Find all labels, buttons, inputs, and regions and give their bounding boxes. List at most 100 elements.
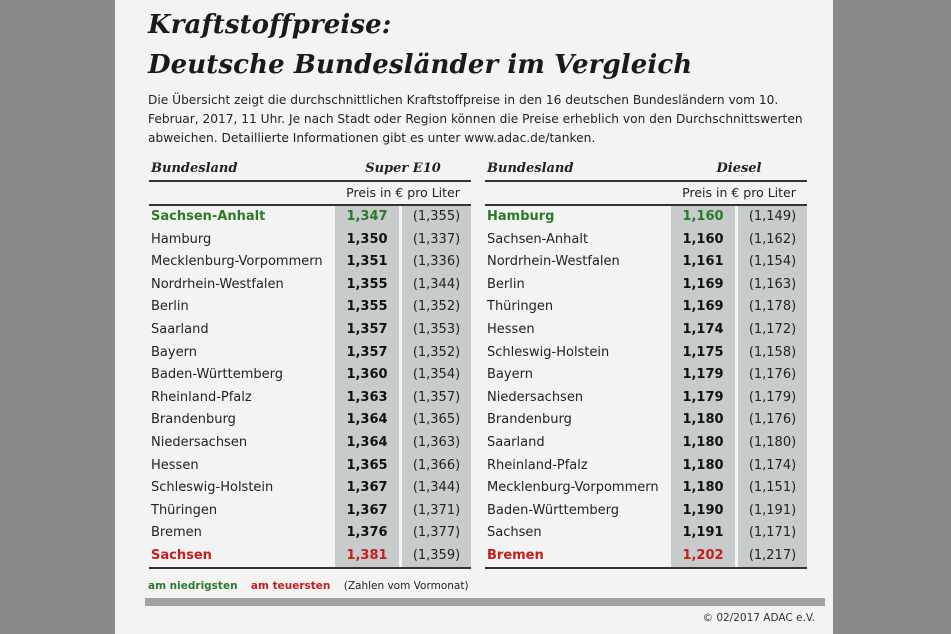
bundesland-cell: Brandenburg — [487, 412, 572, 428]
header-divider — [485, 180, 807, 182]
previous-month-cell: (1,357) — [412, 389, 461, 405]
previous-month-cell: (1,352) — [412, 299, 461, 315]
bundesland-cell: Bremen — [487, 548, 544, 563]
bundesland-cell: Baden-Württemberg — [151, 367, 283, 383]
table-row: Rheinland-Pfalz 1,363 (1,357) — [149, 387, 471, 409]
previous-column-bg — [402, 205, 471, 567]
price-cell: 1,161 — [682, 254, 724, 270]
page-title: Kraftstoffpreise: — [148, 10, 392, 40]
price-cell: 1,364 — [346, 435, 388, 450]
table-row: Brandenburg 1,180 (1,176) — [485, 409, 807, 431]
bundesland-cell: Thüringen — [151, 502, 218, 518]
price-subheader: Preis in € pro Liter — [346, 185, 460, 200]
table-row: Bayern 1,357 (1,352) — [149, 342, 471, 364]
bottom-bar — [145, 598, 825, 606]
previous-month-cell: (1,163) — [748, 276, 797, 292]
price-cell: 1,180 — [682, 435, 724, 450]
previous-month-cell: (1,354) — [412, 367, 461, 383]
price-cell: 1,351 — [346, 254, 388, 270]
table-row: Saarland 1,180 (1,180) — [485, 432, 807, 454]
table-row: Thüringen 1,367 (1,371) — [149, 500, 471, 522]
header-bundesland: Bundesland — [151, 161, 238, 176]
price-cell: 1,363 — [346, 389, 388, 405]
price-cell: 1,180 — [682, 412, 724, 428]
price-cell: 1,350 — [346, 231, 388, 247]
table-row: Sachsen 1,381 (1,359) — [149, 545, 471, 567]
table-row: Bayern 1,179 (1,176) — [485, 364, 807, 386]
price-cell: 1,381 — [346, 548, 388, 563]
table-row: Hessen 1,365 (1,366) — [149, 455, 471, 477]
bundesland-cell: Berlin — [151, 299, 189, 315]
price-cell: 1,180 — [682, 480, 724, 496]
price-cell: 1,355 — [346, 276, 388, 292]
bundesland-cell: Nordrhein-Westfalen — [487, 254, 620, 270]
table-row: Sachsen-Anhalt 1,160 (1,162) — [485, 229, 807, 251]
table-row: Sachsen-Anhalt 1,347 (1,355) — [149, 206, 471, 228]
previous-month-cell: (1,365) — [412, 412, 461, 428]
header-bundesland: Bundesland — [487, 161, 574, 176]
table-row: Bremen 1,376 (1,377) — [149, 522, 471, 544]
previous-month-cell: (1,371) — [412, 502, 461, 518]
previous-month-cell: (1,158) — [748, 344, 797, 360]
bundesland-cell: Bayern — [151, 344, 197, 360]
price-cell: 1,191 — [682, 525, 724, 541]
table-row: Hessen 1,174 (1,172) — [485, 319, 807, 341]
previous-month-cell: (1,176) — [748, 367, 797, 383]
previous-month-cell: (1,359) — [412, 548, 461, 563]
price-cell: 1,347 — [346, 209, 388, 224]
price-cell: 1,174 — [682, 322, 724, 337]
bundesland-cell: Rheinland-Pfalz — [151, 389, 252, 405]
previous-month-cell: (1,353) — [412, 322, 461, 337]
previous-month-cell: (1,176) — [748, 412, 797, 428]
header-fuel-super-e10: Super E10 — [365, 161, 441, 176]
bundesland-cell: Sachsen-Anhalt — [151, 209, 266, 224]
previous-month-cell: (1,180) — [748, 435, 797, 450]
legend: am niedrigsten am teuersten (Zahlen vom … — [148, 580, 479, 592]
previous-month-cell: (1,191) — [748, 502, 797, 518]
table-bottom-divider — [149, 567, 471, 569]
price-cell: 1,179 — [682, 367, 724, 383]
table-row: Sachsen 1,191 (1,171) — [485, 522, 807, 544]
price-cell: 1,160 — [682, 209, 724, 224]
previous-month-cell: (1,179) — [748, 389, 797, 405]
previous-month-cell: (1,344) — [412, 480, 461, 496]
bundesland-cell: Niedersachsen — [151, 435, 248, 450]
previous-month-cell: (1,344) — [412, 276, 461, 292]
table-row: Brandenburg 1,364 (1,365) — [149, 409, 471, 431]
table-row: Nordrhein-Westfalen 1,161 (1,154) — [485, 251, 807, 273]
bundesland-cell: Sachsen-Anhalt — [487, 231, 589, 247]
price-cell: 1,355 — [346, 299, 388, 315]
table-row: Berlin 1,169 (1,163) — [485, 274, 807, 296]
bundesland-cell: Mecklenburg-Vorpommern — [151, 254, 323, 270]
bundesland-cell: Mecklenburg-Vorpommern — [487, 480, 659, 496]
price-cell: 1,190 — [682, 502, 724, 518]
price-cell: 1,202 — [682, 548, 724, 563]
price-cell: 1,367 — [346, 502, 388, 518]
bundesland-cell: Niedersachsen — [487, 389, 584, 405]
previous-month-cell: (1,178) — [748, 299, 797, 315]
previous-month-cell: (1,217) — [748, 548, 797, 563]
table-bottom-divider — [485, 567, 807, 569]
previous-column-bg — [738, 205, 807, 567]
table-row: Hamburg 1,350 (1,337) — [149, 229, 471, 251]
infographic-card: Kraftstoffpreise: Deutsche Bundesländer … — [115, 0, 833, 634]
previous-month-cell: (1,337) — [412, 231, 461, 247]
bundesland-cell: Baden-Württemberg — [487, 502, 619, 518]
table-row: Berlin 1,355 (1,352) — [149, 296, 471, 318]
previous-month-cell: (1,149) — [748, 209, 797, 224]
table-row: Niedersachsen 1,179 (1,179) — [485, 387, 807, 409]
previous-month-cell: (1,174) — [748, 457, 797, 473]
price-cell: 1,367 — [346, 480, 388, 496]
table-row: Saarland 1,357 (1,353) — [149, 319, 471, 341]
price-cell: 1,357 — [346, 322, 388, 337]
table-row: Schleswig-Holstein 1,175 (1,158) — [485, 342, 807, 364]
table-row: Mecklenburg-Vorpommern 1,351 (1,336) — [149, 251, 471, 273]
previous-month-cell: (1,363) — [412, 435, 461, 450]
bundesland-cell: Saarland — [487, 435, 545, 450]
price-cell: 1,169 — [682, 276, 724, 292]
table-row: Bremen 1,202 (1,217) — [485, 545, 807, 567]
table-row: Schleswig-Holstein 1,367 (1,344) — [149, 477, 471, 499]
price-cell: 1,360 — [346, 367, 388, 383]
bundesland-cell: Sachsen — [487, 525, 542, 541]
price-cell: 1,175 — [682, 344, 724, 360]
